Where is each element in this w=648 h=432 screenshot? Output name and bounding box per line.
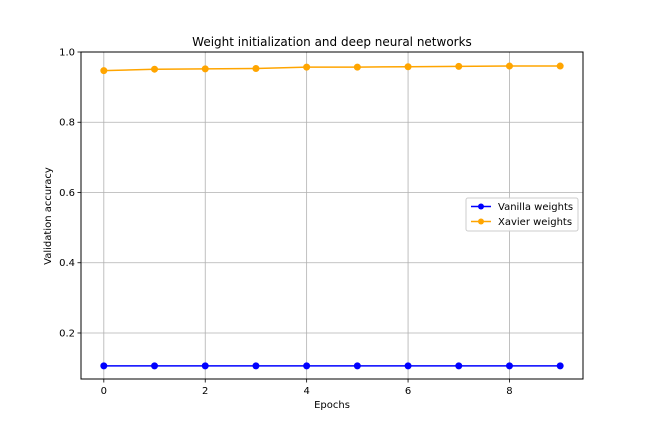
plot-frame	[80, 51, 584, 380]
x-tick-label: 8	[506, 386, 512, 397]
legend-label: Vanilla weights	[498, 202, 573, 213]
data-point	[151, 65, 159, 73]
y-tick-label: 0.6	[59, 188, 75, 199]
data-point	[455, 62, 463, 70]
legend-label: Xavier weights	[498, 217, 572, 228]
x-tick-label: 6	[405, 386, 411, 397]
data-point	[353, 63, 361, 71]
x-tick-label: 2	[202, 386, 208, 397]
data-point	[455, 362, 463, 370]
y-axis-ticks: 0.2 0.4 0.6 0.8 1.0	[59, 48, 81, 339]
data-point	[505, 62, 513, 70]
y-tick-label: 0.8	[59, 118, 75, 129]
series-layer	[100, 62, 564, 370]
series-1	[100, 362, 564, 370]
x-tick-label: 4	[303, 386, 309, 397]
data-point	[100, 67, 108, 75]
data-point	[151, 362, 159, 370]
data-point	[505, 362, 513, 370]
x-axis-ticks: 0 2 4 6 8	[101, 379, 513, 397]
data-point	[201, 362, 209, 370]
x-tick-label: 0	[101, 386, 107, 397]
legend-swatch-marker	[478, 218, 484, 225]
legend-item: Xavier weights	[471, 217, 572, 228]
data-point	[252, 65, 260, 73]
legend-item: Vanilla weights	[471, 202, 573, 213]
data-point	[252, 362, 260, 370]
legend: Vanilla weights Xavier weights	[465, 197, 579, 232]
chart-title: Weight initialization and deep neural ne…	[192, 35, 472, 49]
data-point	[303, 63, 311, 71]
legend-swatch-marker	[478, 203, 484, 210]
data-point	[404, 63, 412, 71]
series-line	[103, 65, 561, 72]
data-point	[100, 362, 108, 370]
data-point	[404, 362, 412, 370]
data-point	[303, 362, 311, 370]
y-tick-label: 0.4	[59, 258, 75, 269]
y-axis-label: Validation accuracy	[43, 167, 54, 265]
y-tick-label: 1.0	[59, 48, 75, 59]
series-2	[100, 62, 564, 75]
data-point	[556, 362, 564, 370]
data-point	[353, 362, 361, 370]
x-axis-label: Epochs	[314, 400, 350, 411]
legend-box	[465, 197, 579, 232]
data-point	[201, 65, 209, 73]
data-point	[556, 62, 564, 70]
y-tick-label: 0.2	[59, 328, 75, 339]
